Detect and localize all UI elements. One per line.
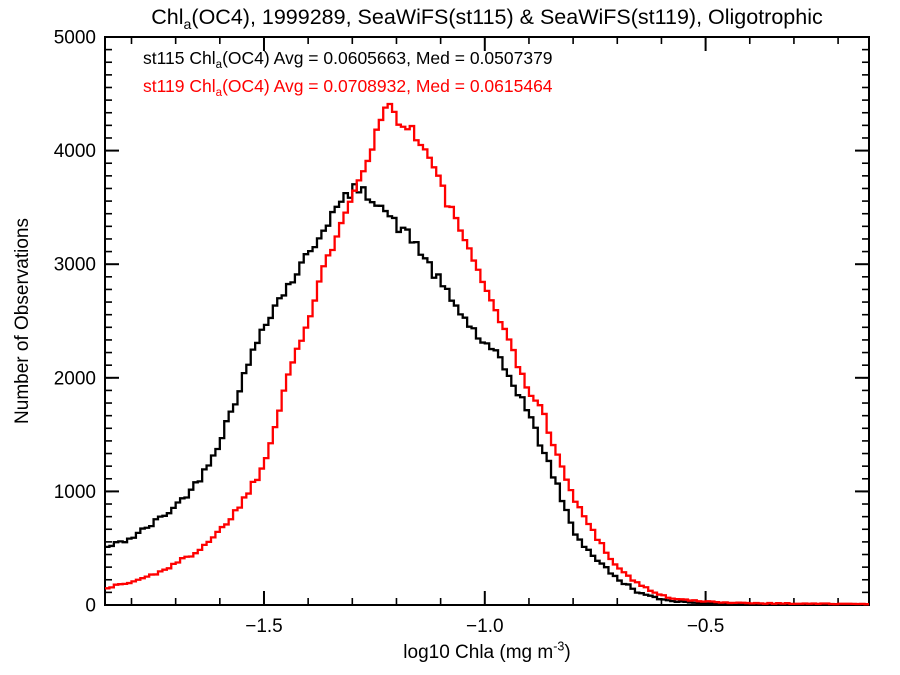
plot-border — [104, 36, 870, 606]
x-tick-label: −1.0 — [466, 616, 504, 637]
y-tick-label: 5000 — [54, 28, 96, 49]
y-tick-label: 1000 — [54, 482, 96, 503]
y-tick-label: 3000 — [54, 255, 96, 276]
series-st119-curve — [105, 102, 869, 606]
legend-entry-st115: st115 Chla(OC4) Avg = 0.0605663, Med = 0… — [143, 48, 553, 71]
chart-title: Chla(OC4), 1999289, SeaWiFS(st115) & Sea… — [151, 5, 823, 33]
series-st115-curve — [105, 183, 869, 607]
x-tick-label: −1.5 — [245, 616, 283, 637]
legend-entry-st119: st119 Chla(OC4) Avg = 0.0708932, Med = 0… — [143, 76, 553, 99]
x-tick-label: −0.5 — [687, 616, 725, 637]
y-tick-label: 0 — [85, 596, 96, 617]
y-axis-label: Number of Observations — [12, 218, 33, 424]
x-axis-label: log10 Chla (mg m-3) — [403, 639, 570, 663]
y-tick-label: 2000 — [54, 368, 96, 389]
y-tick-label: 4000 — [54, 141, 96, 162]
